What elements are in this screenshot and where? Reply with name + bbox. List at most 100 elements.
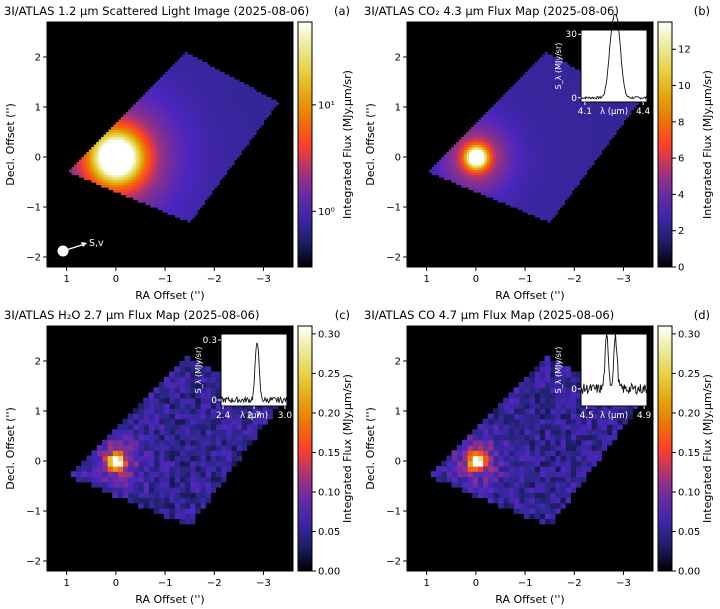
y-tick-label: 2 <box>35 53 41 64</box>
panel-a: 3I/ATLAS 1.2 μm Scattered Light Image (2… <box>4 4 354 302</box>
colorbar-label: Integrated Flux (MJy.μm/sr) <box>701 70 714 219</box>
y-tick-label: 2 <box>395 357 401 368</box>
x-tick-label: −1 <box>158 274 173 285</box>
y-tick-label: 0 <box>395 153 401 164</box>
y-tick-label: −1 <box>26 507 41 518</box>
y-tick-label: −2 <box>26 557 41 568</box>
inset-x-tick-label: 4.5 <box>580 411 594 421</box>
x-tick-label: 1 <box>63 274 69 285</box>
y-axis-label: Decl. Offset ('') <box>364 103 377 186</box>
y-tick-label: −1 <box>386 507 401 518</box>
colorbar-tick-label: 0.05 <box>678 527 700 538</box>
flux-map <box>70 355 279 525</box>
colorbar-tick-label: 0.15 <box>318 448 340 459</box>
panel-c: 3I/ATLAS H₂O 2.7 μm Flux Map (2025-08-06… <box>4 308 354 606</box>
x-tick-label: 0 <box>473 274 479 285</box>
panel-tag: (b) <box>694 4 710 18</box>
inset-x-tick-label: 3.0 <box>278 411 293 421</box>
inset-spectrum <box>220 333 288 407</box>
x-axis-label: RA Offset ('') <box>495 289 564 302</box>
colorbar-tick-label: 8 <box>678 117 684 128</box>
x-tick-label: −1 <box>518 578 533 589</box>
colorbar <box>297 325 313 572</box>
panel-tag: (c) <box>335 308 350 322</box>
y-tick-label: 2 <box>35 357 41 368</box>
colorbar-tick-label: 12 <box>678 45 691 56</box>
x-tick-label: 0 <box>473 578 479 589</box>
panel-title: 3I/ATLAS H₂O 2.7 μm Flux Map (2025-08-06… <box>4 308 259 322</box>
x-axis-label: RA Offset ('') <box>495 593 564 606</box>
inset-x-tick-label: 4.1 <box>578 107 592 117</box>
colorbar-tick-label: 0.20 <box>678 408 700 419</box>
inset-x-label: λ (μm) <box>240 411 268 421</box>
inset-y-tick-label: 30 <box>566 30 578 40</box>
colorbar-label: Integrated Flux (MJy.μm/sr) <box>341 70 354 219</box>
y-tick-label: 0 <box>35 153 41 164</box>
y-tick-label: 0 <box>395 457 401 468</box>
x-tick-label: −2 <box>207 274 222 285</box>
panel-b: 3I/ATLAS CO₂ 4.3 μm Flux Map (2025-08-06… <box>364 4 714 302</box>
colorbar-tick-label: 0.10 <box>678 487 700 498</box>
y-tick-label: 1 <box>35 103 41 114</box>
x-axis-label: RA Offset ('') <box>135 593 204 606</box>
colorbar-tick-label: 0.30 <box>318 329 340 340</box>
x-tick-label: 0 <box>113 274 119 285</box>
arrow-head-icon <box>81 242 87 247</box>
x-tick-label: −3 <box>616 578 631 589</box>
colorbar-tick-label: 10⁰ <box>318 207 335 218</box>
axes-frame <box>406 325 654 572</box>
colorbar <box>297 21 313 268</box>
y-tick-label: −2 <box>386 557 401 568</box>
spectrum-line <box>580 332 648 395</box>
y-axis-label: Decl. Offset ('') <box>364 407 377 490</box>
x-tick-label: 0 <box>113 578 119 589</box>
colorbar-tick-label: 2 <box>678 226 684 237</box>
colorbar-tick-label: 0.05 <box>318 527 340 538</box>
panel-tag: (d) <box>694 308 710 322</box>
inset-y-tick-label: 0 <box>571 94 577 104</box>
x-tick-label: 1 <box>423 578 429 589</box>
colorbar-tick-label: 0.25 <box>318 369 340 380</box>
spectrum-line <box>220 342 288 405</box>
inset-spectrum <box>580 333 648 407</box>
inset-y-tick-label: 0 <box>571 385 577 395</box>
panel-d: 3I/ATLAS CO 4.7 μm Flux Map (2025-08-06)… <box>364 308 714 606</box>
inset-x-tick-label: 4.9 <box>637 411 652 421</box>
panel-title: 3I/ATLAS CO₂ 4.3 μm Flux Map (2025-08-06… <box>364 4 619 18</box>
colorbar <box>657 21 673 268</box>
axes-frame <box>406 21 654 268</box>
x-tick-label: −2 <box>567 578 582 589</box>
colorbar-tick-label: 10¹ <box>318 100 335 111</box>
y-tick-label: −1 <box>26 203 41 214</box>
axes-frame <box>46 21 294 268</box>
x-tick-label: −3 <box>256 578 271 589</box>
y-tick-label: 1 <box>395 407 401 418</box>
y-tick-label: 0 <box>35 457 41 468</box>
spectrum-line <box>580 13 648 100</box>
x-tick-label: −3 <box>256 274 271 285</box>
inset-y-label: S_λ (MJy/sr) <box>554 347 563 394</box>
panel-tag: (a) <box>334 4 350 18</box>
inset-spectrum <box>580 29 648 103</box>
x-tick-label: −3 <box>616 274 631 285</box>
inset-y-tick-label: 0.3 <box>203 336 217 346</box>
colorbar-label: Integrated Flux (MJy.μm/sr) <box>701 374 714 523</box>
y-axis-label: Decl. Offset ('') <box>4 407 17 490</box>
inset-x-label: λ (μm) <box>600 411 628 421</box>
colorbar-tick-label: 0.20 <box>318 408 340 419</box>
y-tick-label: −2 <box>386 253 401 264</box>
x-tick-label: −2 <box>567 274 582 285</box>
x-tick-label: −1 <box>158 578 173 589</box>
x-tick-label: 1 <box>423 274 429 285</box>
x-tick-label: 1 <box>63 578 69 589</box>
colorbar-tick-label: 10 <box>678 81 691 92</box>
inset-y-label: S_λ (MJy/sr) <box>554 43 563 90</box>
y-tick-label: −1 <box>386 203 401 214</box>
flux-map <box>429 52 639 223</box>
colorbar-tick-label: 0.10 <box>318 487 340 498</box>
inset-y-tick-label: 0 <box>211 396 217 406</box>
colorbar <box>657 325 673 572</box>
colorbar-tick-label: 0.15 <box>678 448 700 459</box>
panel-title: 3I/ATLAS CO 4.7 μm Flux Map (2025-08-06) <box>364 308 614 322</box>
